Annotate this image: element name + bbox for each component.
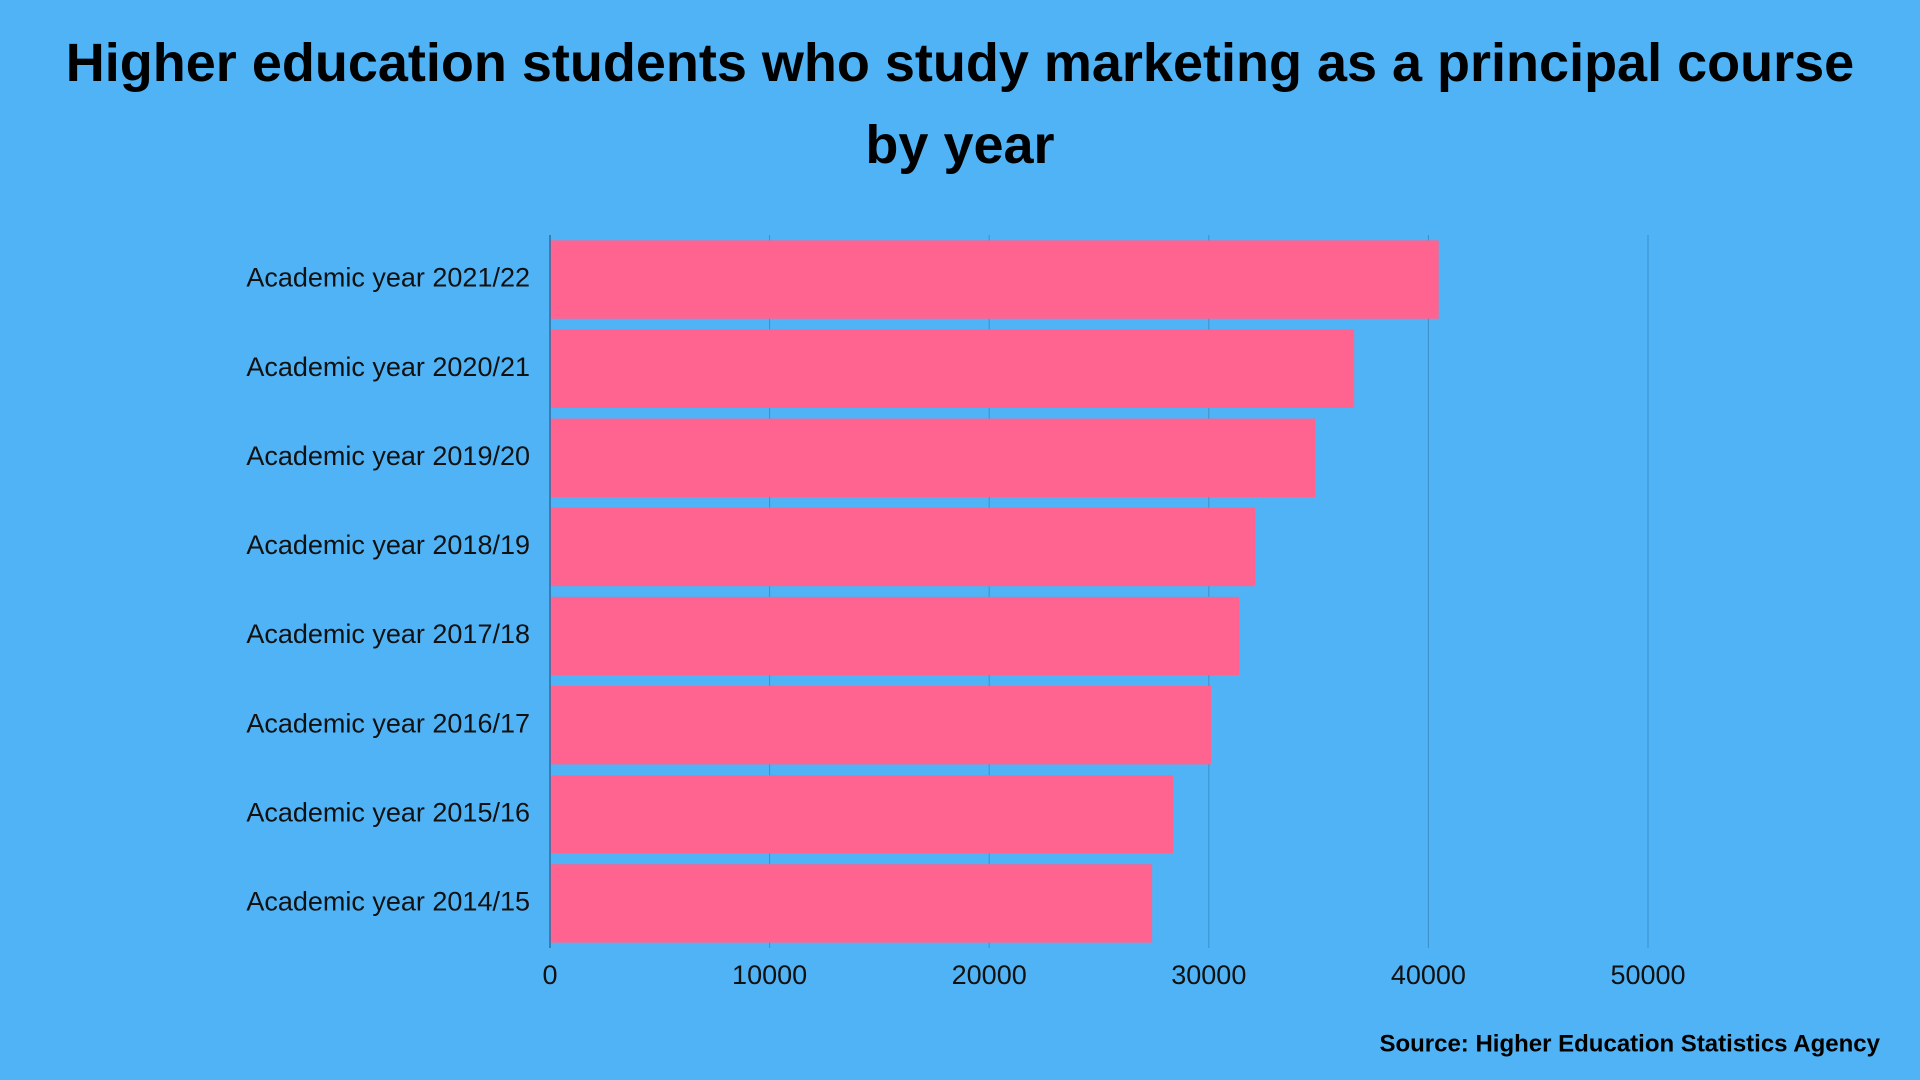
y-tick-label: Academic year 2021/22 <box>246 263 530 293</box>
bar <box>550 775 1174 854</box>
x-tick-label: 50000 <box>1610 960 1685 990</box>
y-tick-label: Academic year 2019/20 <box>246 441 530 471</box>
bar <box>550 864 1153 943</box>
source-note: Source: Higher Education Statistics Agen… <box>1379 1030 1880 1057</box>
bar <box>550 596 1240 676</box>
x-tick-label: 20000 <box>952 960 1027 990</box>
chart-title: Higher education students who study mark… <box>65 33 1855 175</box>
y-tick-label: Academic year 2017/18 <box>246 619 530 649</box>
bar <box>550 329 1355 408</box>
x-tick-label: 10000 <box>732 960 807 990</box>
y-tick-label: Academic year 2014/15 <box>246 887 530 917</box>
bar <box>550 507 1256 587</box>
bar <box>550 418 1316 498</box>
bar <box>550 685 1211 765</box>
y-tick-label: Academic year 2020/21 <box>246 352 530 382</box>
y-tick-label: Academic year 2018/19 <box>246 530 530 560</box>
x-tick-label: 0 <box>542 960 557 990</box>
y-tick-label: Academic year 2015/16 <box>246 797 530 827</box>
x-tick-label: 30000 <box>1171 960 1246 990</box>
bar <box>550 240 1439 319</box>
x-tick-label: 40000 <box>1391 960 1466 990</box>
y-tick-label: Academic year 2016/17 <box>246 708 530 738</box>
